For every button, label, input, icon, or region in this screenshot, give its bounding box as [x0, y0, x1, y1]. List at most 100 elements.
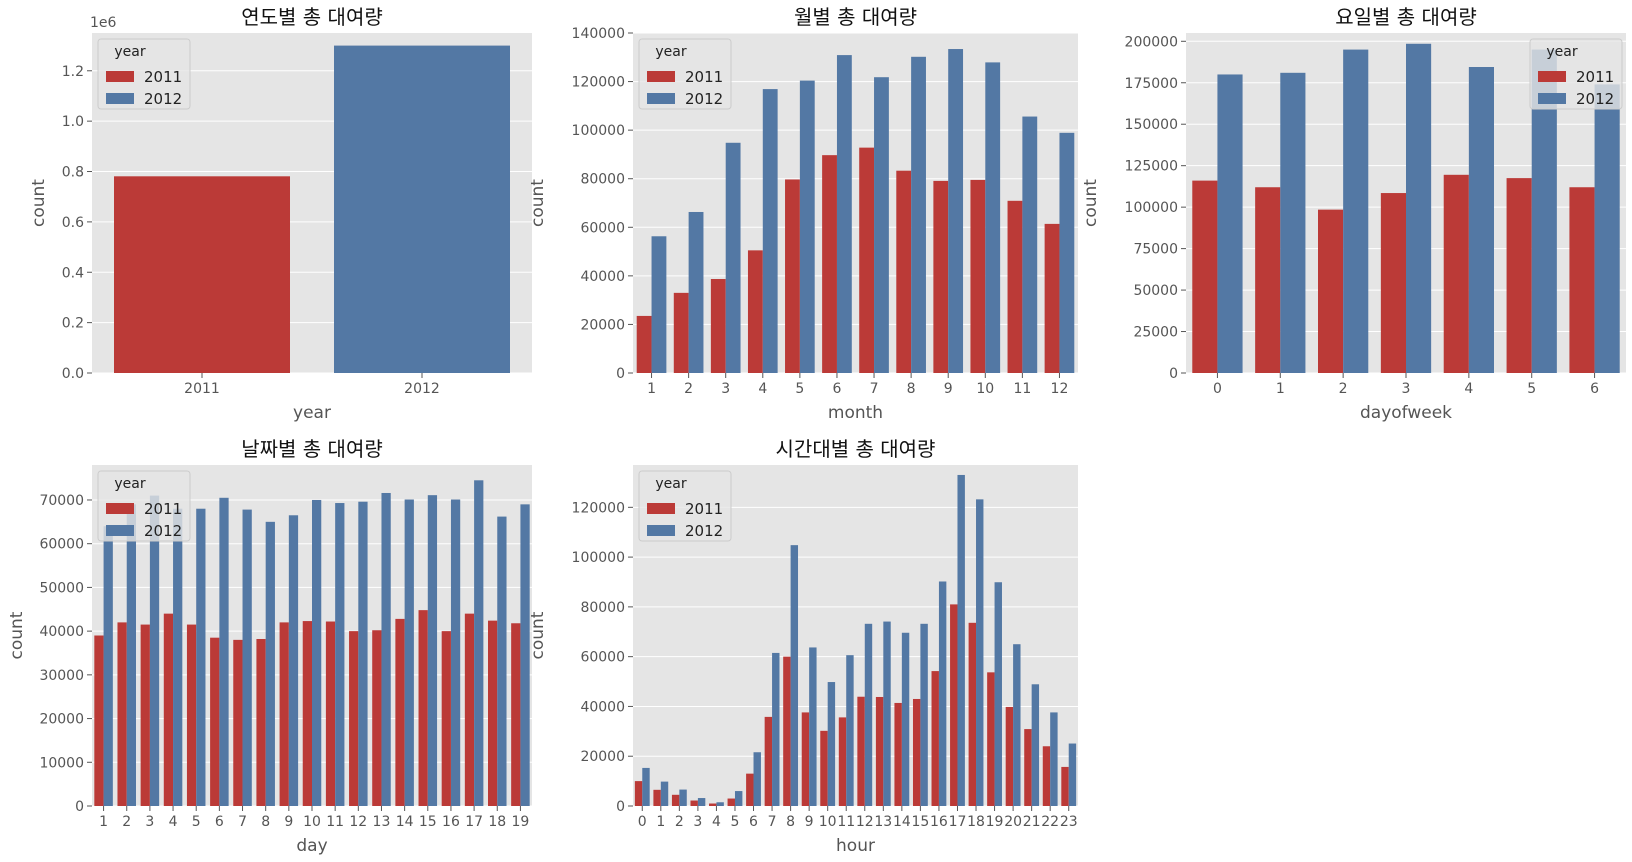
legend-swatch-2012	[106, 93, 134, 104]
bar-2012-9	[288, 515, 299, 806]
bar-2011-8	[896, 170, 912, 373]
bar-2011-0	[1192, 180, 1218, 373]
x-tick-label: 1	[656, 814, 665, 830]
x-tick-label: 18	[488, 814, 506, 830]
legend-swatch-2012	[647, 93, 675, 104]
x-tick-label: 15	[419, 814, 437, 830]
legend-label-2012: 2012	[144, 90, 182, 108]
bar-2012-11	[1022, 116, 1038, 374]
bar-2012-18	[497, 516, 507, 806]
bar-2012-2	[679, 789, 687, 806]
bar-2011-11	[325, 621, 336, 806]
bar-2011-18	[488, 620, 498, 806]
bar-2011-6	[822, 155, 837, 373]
legend-box	[1529, 38, 1623, 110]
bar-2011-4	[1443, 174, 1469, 373]
legend-swatch-2011	[647, 503, 675, 514]
bar-2011-3	[140, 624, 150, 806]
bar-2011-13	[875, 696, 884, 806]
bar-2012-9	[948, 49, 964, 374]
chart-title: 시간대별 총 대여량	[776, 437, 936, 461]
y-tick-label: 0.4	[62, 265, 84, 281]
bar-2011-3	[710, 279, 726, 373]
y-tick-label: 0	[616, 366, 625, 382]
bar-2012-7	[874, 77, 889, 373]
y-tick-label: 50000	[1133, 283, 1178, 299]
bar-2012-14	[901, 632, 910, 806]
y-tick-label: 80000	[580, 600, 625, 616]
x-tick-label: 19	[512, 814, 530, 830]
x-tick-label: 13	[874, 814, 892, 830]
x-tick-label: 2	[122, 814, 131, 830]
bar-2012-1	[1280, 72, 1306, 374]
bar-2012-1	[660, 781, 669, 806]
y-tick-label: 0	[75, 799, 84, 815]
x-tick-label: 6	[1590, 381, 1599, 397]
chart-title: 월별 총 대여량	[794, 5, 917, 29]
x-tick-label: 12	[856, 814, 874, 830]
bar-2012-1	[103, 526, 113, 806]
bar-2012-9	[809, 647, 817, 806]
y-axis-label: count	[29, 179, 49, 227]
bar-2012-8	[911, 56, 926, 374]
x-tick-label: 5	[795, 381, 804, 397]
x-tick-label: 2	[1339, 381, 1348, 397]
x-tick-label: 22	[1041, 814, 1059, 830]
bar-2012-2	[126, 504, 136, 806]
x-tick-label: 9	[944, 381, 953, 397]
x-tick-label: 1	[1276, 381, 1285, 397]
y-tick-label: 0	[616, 799, 625, 815]
bar-2012-1	[651, 236, 667, 373]
legend-swatch-2011	[1538, 71, 1566, 82]
bar-2011-10	[302, 621, 312, 806]
legend: year 2011 2012	[1529, 38, 1623, 110]
legend-box	[638, 470, 732, 542]
x-axis-label: day	[296, 836, 327, 856]
bar-2012-13	[883, 621, 891, 806]
x-tick-label: 13	[373, 814, 391, 830]
x-tick-label: 6	[749, 814, 758, 830]
chart-title: 연도별 총 대여량	[241, 5, 383, 29]
y-tick-label: 1.0	[62, 114, 84, 130]
bar-2011-12	[349, 631, 359, 806]
bar-2011-3	[1380, 193, 1406, 373]
y-tick-label: 120000	[572, 500, 625, 516]
y-tick-label: 125000	[1125, 159, 1178, 175]
bar-2012-8	[790, 545, 799, 806]
bar-2012-7	[242, 509, 252, 806]
y-tick-label: 200000	[1125, 34, 1178, 50]
legend: year 2011 2012	[97, 470, 191, 542]
bar-2011-9	[279, 622, 289, 806]
bar-2011-9	[801, 712, 810, 806]
bar-2012-22	[1050, 712, 1058, 806]
x-tick-label: 4	[1464, 381, 1473, 397]
bar-2011-15	[912, 698, 921, 806]
x-tick-label: 2	[684, 381, 693, 397]
y-axis-label: count	[1081, 179, 1101, 227]
bar-2011-23	[1061, 766, 1069, 806]
chart-yearly: 0.0 0.2 0.4 0.6 0.8 1.0 1.2 2011 2012 연도별 총 대여량 ye…	[29, 5, 532, 423]
bar-2011-1	[94, 635, 104, 806]
x-tick-label: 8	[261, 814, 270, 830]
bar-2011-11	[838, 717, 847, 806]
y-tick-label: 50000	[39, 580, 84, 596]
bar-2012-4	[716, 802, 724, 806]
y-tick-label: 60000	[39, 537, 84, 553]
y-axis-label: count	[528, 611, 548, 659]
x-tick-label: 8	[786, 814, 795, 830]
bar-2011-13	[372, 630, 382, 806]
x-tick-label: 3	[145, 814, 154, 830]
legend-label-2011: 2011	[144, 500, 182, 518]
legend-swatch-2011	[106, 71, 134, 82]
x-axis-label: hour	[836, 836, 875, 856]
x-tick-label: 12	[1051, 381, 1069, 397]
bar-2012-21	[1031, 684, 1040, 806]
bar-2011-10	[820, 730, 828, 806]
legend-title: year	[655, 44, 686, 60]
bar-2011-14	[894, 702, 902, 806]
y-axis-label: count	[528, 179, 548, 227]
bar-2012-3	[725, 142, 741, 373]
y-tick-label: 0.0	[62, 366, 84, 382]
x-tick-label: 16	[930, 814, 948, 830]
